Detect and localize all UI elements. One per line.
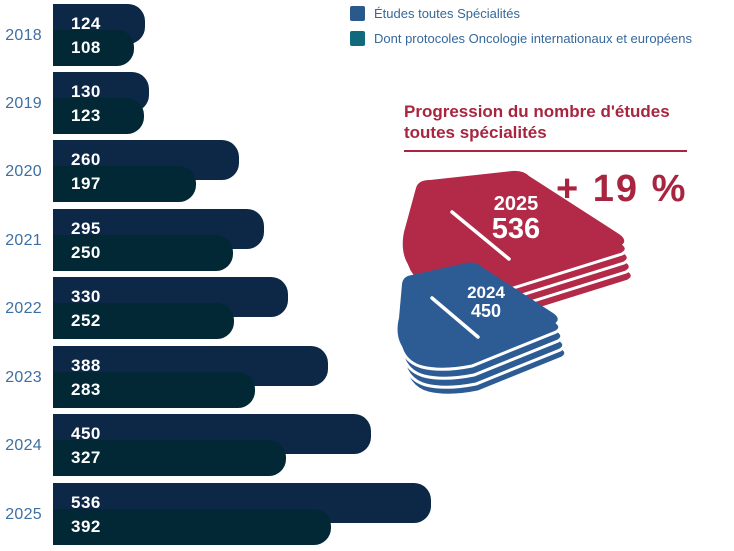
year-label: 2018 <box>5 27 42 44</box>
year-label: 2022 <box>5 300 42 317</box>
bar-total-value: 450 <box>71 424 101 443</box>
bar-onco-value: 392 <box>71 517 101 536</box>
delta-percentage: + 19 % <box>556 168 688 210</box>
year-label: 2020 <box>5 163 42 180</box>
bar-onco-value: 327 <box>71 448 101 467</box>
chart-row: 2023 388 283 <box>0 346 734 413</box>
chart-row: 2025 536 392 <box>0 483 734 550</box>
chart-row: 2022 330 252 <box>0 277 734 344</box>
panel-title-line1: Progression du nombre d'études <box>404 102 670 121</box>
chart-row: 2020 260 197 <box>0 140 734 207</box>
year-label: 2023 <box>5 369 42 386</box>
bar-onco-value: 250 <box>71 243 101 262</box>
bar-onco: 108 <box>53 30 134 66</box>
legend-swatch-onco <box>350 31 365 46</box>
year-label: 2025 <box>5 506 42 523</box>
chart-row: 2024 450 327 <box>0 414 734 481</box>
bar-onco: 392 <box>53 509 331 545</box>
bar-onco: 327 <box>53 440 286 476</box>
legend-label-onco: Dont protocoles Oncologie internationaux… <box>374 31 692 46</box>
bar-onco: 197 <box>53 166 196 202</box>
legend-item-onco: Dont protocoles Oncologie internationaux… <box>350 31 692 46</box>
bar-total-value: 388 <box>71 356 101 375</box>
bar-onco: 123 <box>53 98 144 134</box>
bar-onco: 283 <box>53 372 255 408</box>
bar-total-value: 295 <box>71 219 101 238</box>
bar-onco-value: 108 <box>71 38 101 57</box>
bar-total-value: 260 <box>71 150 101 169</box>
legend-label-total: Études toutes Spécialités <box>374 6 520 21</box>
bar-total-value: 130 <box>71 82 101 101</box>
bar-onco-value: 197 <box>71 174 101 193</box>
bar-total-value: 124 <box>71 14 101 33</box>
year-label: 2021 <box>5 232 42 249</box>
year-label: 2024 <box>5 437 42 454</box>
bar-total-value: 536 <box>71 493 101 512</box>
year-label: 2019 <box>5 95 42 112</box>
chart-row: 2018 124 108 <box>0 4 734 71</box>
bar-onco-value: 252 <box>71 311 101 330</box>
panel-title-line2: toutes spécialités <box>404 123 547 142</box>
legend-item-total: Études toutes Spécialités <box>350 6 692 21</box>
bar-total-value: 330 <box>71 287 101 306</box>
chart-row: 2019 130 123 <box>0 72 734 139</box>
bar-onco-value: 123 <box>71 106 101 125</box>
title-rule <box>404 150 687 152</box>
chart-row: 2021 295 250 <box>0 209 734 276</box>
panel-title: Progression du nombre d'études toutes sp… <box>404 101 704 143</box>
legend-swatch-total <box>350 6 365 21</box>
bar-onco: 250 <box>53 235 233 271</box>
bar-onco-value: 283 <box>71 380 101 399</box>
legend: Études toutes Spécialités Dont protocole… <box>350 6 692 46</box>
bar-onco: 252 <box>53 303 234 339</box>
